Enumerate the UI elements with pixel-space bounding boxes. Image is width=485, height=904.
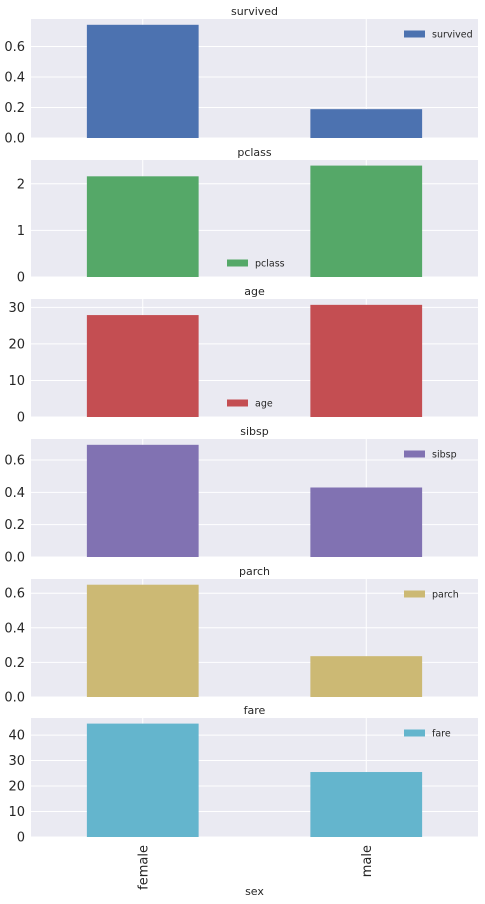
y-tick-label: 0.6: [4, 454, 25, 469]
legend-label: pclass: [255, 259, 285, 270]
subplot-title: parch: [239, 565, 270, 578]
subplot-sibsp: 0.0 0.2 0.4 0.6 sibsp sibsp: [4, 425, 478, 566]
legend-swatch: [227, 259, 248, 267]
bar-pclass-male: [310, 165, 423, 277]
y-tick-label: 0.0: [4, 551, 25, 566]
legend-label: age: [255, 399, 273, 410]
y-tick-label: 0.2: [4, 656, 25, 671]
x-axis-label: sex: [245, 885, 264, 898]
y-tick-label: 20: [8, 780, 25, 795]
legend-label: sibsp: [432, 450, 457, 461]
subplot-title: pclass: [237, 146, 272, 159]
y-tick-label: 0.6: [4, 40, 25, 55]
subplot-fare: 0 10 20 30 40 fare fare: [8, 704, 478, 846]
y-tick-label: 0.4: [4, 486, 25, 501]
subplot-parch: 0.0 0.2 0.4 0.6 parch parch: [4, 565, 478, 706]
subplot-pclass: 0 1 2 pclass pclass: [17, 146, 478, 286]
y-tick-label: 1: [17, 224, 25, 239]
legend-swatch: [404, 450, 425, 458]
y-tick-label: 0: [17, 831, 25, 846]
bar-fare-female: [86, 723, 199, 837]
subplot-survived: 0.0 0.2 0.4 0.6 survived survived: [4, 5, 478, 147]
bar-fare-male: [310, 772, 423, 837]
legend-swatch: [404, 590, 425, 598]
y-tick-label: 0.2: [4, 101, 25, 116]
y-tick-label: 40: [8, 729, 25, 744]
subplot-age: 0 10 20 30 age age: [8, 285, 478, 426]
y-tick-label: 2: [17, 177, 25, 192]
bar-survived-female: [86, 24, 199, 138]
legend-swatch: [404, 729, 425, 737]
x-tick-label-male: male: [360, 845, 375, 877]
subplot-title: sibsp: [240, 425, 269, 438]
legend-swatch: [227, 399, 248, 407]
y-tick-label: 20: [8, 337, 25, 352]
bar-sibsp-male: [310, 487, 423, 557]
y-tick-label: 30: [8, 754, 25, 769]
y-tick-label: 0.4: [4, 621, 25, 636]
y-tick-label: 0.0: [4, 691, 25, 706]
bar-age-female: [86, 315, 199, 417]
y-tick-label: 0.0: [4, 132, 25, 147]
bar-sibsp-female: [86, 444, 199, 557]
y-tick-label: 0.4: [4, 70, 25, 85]
y-tick-label: 0: [17, 411, 25, 426]
bar-survived-male: [310, 109, 423, 138]
x-tick-label-female: female: [136, 845, 151, 890]
bar-age-male: [310, 304, 423, 417]
subplot-title: fare: [244, 704, 266, 717]
y-tick-label: 10: [8, 805, 25, 820]
y-tick-label: 10: [8, 374, 25, 389]
legend-label: fare: [432, 729, 451, 740]
subplot-title: survived: [231, 5, 278, 18]
legend-label: parch: [432, 590, 459, 601]
subplot-title: age: [244, 285, 265, 298]
legend-label: survived: [432, 30, 473, 41]
bar-pclass-female: [86, 176, 199, 277]
y-tick-label: 30: [8, 301, 25, 316]
legend-swatch: [404, 30, 425, 38]
y-tick-label: 0.6: [4, 587, 25, 602]
bar-parch-female: [86, 584, 199, 697]
y-tick-label: 0: [17, 271, 25, 286]
y-tick-label: 0.2: [4, 518, 25, 533]
bar-parch-male: [310, 656, 423, 697]
